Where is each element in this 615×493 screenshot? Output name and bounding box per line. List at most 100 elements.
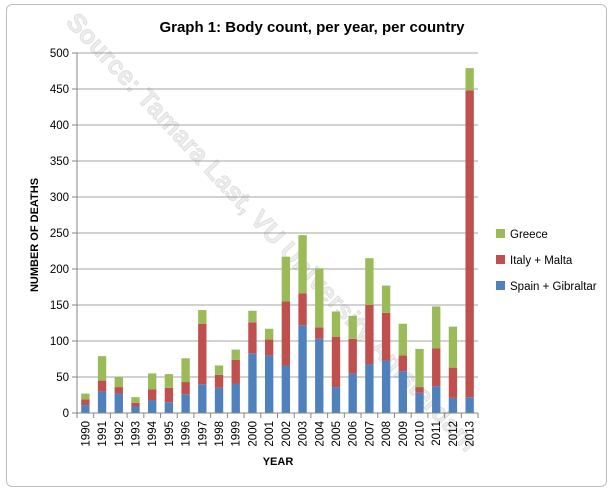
bar-spain-gibraltar-2002 [281, 365, 291, 413]
bar-spain-gibraltar-1998 [214, 387, 224, 413]
bar-greece-2009 [398, 323, 407, 356]
bar-greece-2001 [264, 328, 274, 340]
x-tick-label: 2010 [415, 421, 427, 447]
bar-spain-gibraltar-1995 [164, 402, 174, 413]
bar-greece-1996 [181, 358, 190, 383]
x-tick-label: 2002 [281, 421, 293, 447]
bar-greece-2006 [348, 315, 357, 339]
y-tick-label: 0 [63, 408, 69, 420]
bar-italy-malta-2006 [348, 338, 357, 374]
bar-spain-gibraltar-1993 [131, 406, 140, 413]
legend-swatch-italy-malta [496, 255, 505, 264]
bar-greece-1994 [148, 373, 157, 390]
x-tick-label: 2013 [465, 421, 477, 447]
bar-italy-malta-1990 [81, 399, 90, 406]
bar-spain-gibraltar-1990 [81, 405, 90, 413]
y-tick-label: 200 [50, 264, 69, 276]
bar-greece-2012 [448, 326, 458, 368]
x-tick-label: 1994 [147, 420, 159, 446]
bar-italy-malta-2010 [415, 387, 424, 393]
y-axis-label: NUMBER OF DEATHS [29, 178, 41, 292]
x-tick-label: 1999 [231, 421, 243, 447]
bar-italy-malta-2011 [432, 348, 441, 387]
bar-italy-malta-2009 [398, 355, 407, 372]
bar-spain-gibraltar-2007 [365, 364, 374, 413]
bar-italy-malta-2003 [298, 293, 307, 326]
x-tick-label: 2009 [398, 421, 410, 447]
x-tick-label: 1991 [97, 421, 109, 447]
y-tick-label: 100 [50, 336, 69, 348]
bar-greece-1998 [214, 365, 224, 375]
bar-italy-malta-1991 [97, 380, 107, 392]
x-tick-label: 1995 [164, 421, 176, 447]
legend-swatch-spain-gibraltar [496, 281, 505, 290]
y-tick-label: 450 [50, 84, 69, 96]
bar-italy-malta-2004 [315, 327, 324, 339]
bar-italy-malta-1994 [148, 389, 157, 401]
bar-italy-malta-1997 [198, 323, 207, 385]
bar-spain-gibraltar-2006 [348, 373, 357, 413]
y-tick-label: 50 [56, 372, 69, 384]
bar-spain-gibraltar-2003 [298, 325, 307, 413]
bar-italy-malta-2007 [365, 305, 374, 365]
bar-italy-malta-2005 [331, 336, 341, 388]
bar-greece-1997 [198, 310, 207, 324]
y-axis-ticks: 0 50 100 150 200 250 300 350 400 450 500 [50, 48, 77, 420]
bar-greece-1991 [97, 356, 107, 381]
y-tick-label: 400 [50, 120, 69, 132]
gridlines [77, 52, 478, 414]
x-tick-label: 1993 [130, 421, 142, 447]
bar-italy-malta-1996 [181, 382, 190, 395]
bar-greece-2013 [465, 68, 474, 91]
chart: Source: Tamara Last, VU University Amste… [29, 6, 597, 468]
x-tick-label: 1992 [114, 421, 126, 447]
y-tick-label: 150 [50, 300, 69, 312]
chart-title: Graph 1: Body count, per year, per count… [159, 19, 465, 36]
bar-italy-malta-2008 [381, 312, 391, 361]
bar-spain-gibraltar-1997 [198, 384, 207, 413]
bar-spain-gibraltar-2013 [465, 397, 474, 413]
bar-spain-gibraltar-2004 [315, 338, 324, 413]
bar-greece-2008 [381, 285, 391, 313]
bar-italy-malta-2002 [281, 301, 291, 366]
bar-spain-gibraltar-2011 [432, 386, 441, 413]
bar-greece-1992 [114, 377, 123, 388]
bar-spain-gibraltar-1991 [97, 391, 107, 413]
y-tick-label: 350 [50, 156, 69, 168]
bars [81, 68, 474, 413]
bar-spain-gibraltar-2001 [264, 355, 274, 413]
x-tick-label: 2006 [348, 421, 360, 447]
x-tick-label: 2005 [331, 421, 343, 447]
legend-label-spain-gibraltar: Spain + Gibraltar [510, 281, 597, 293]
x-tick-label: 1996 [181, 421, 193, 447]
bar-spain-gibraltar-2000 [248, 353, 257, 413]
bar-greece-1999 [231, 349, 240, 360]
bar-spain-gibraltar-2010 [415, 392, 424, 413]
bar-greece-2011 [432, 306, 441, 349]
bar-greece-1995 [164, 374, 174, 388]
bar-greece-2004 [315, 268, 324, 328]
legend-label-greece: Greece [510, 229, 548, 241]
bar-spain-gibraltar-2012 [448, 397, 458, 413]
x-axis-label: YEAR [263, 456, 294, 468]
legend-swatch-greece [496, 229, 505, 238]
bar-greece-2000 [248, 310, 257, 323]
bar-spain-gibraltar-1992 [114, 393, 123, 413]
bar-italy-malta-1998 [214, 374, 224, 388]
x-tick-label: 2000 [247, 421, 259, 447]
bar-italy-malta-1993 [131, 402, 140, 407]
y-tick-label: 300 [50, 192, 69, 204]
x-tick-label: 2008 [381, 421, 393, 447]
x-tick-label: 2011 [431, 421, 443, 446]
chart-frame: Source: Tamara Last, VU University Amste… [6, 4, 607, 487]
bar-italy-malta-2012 [448, 367, 458, 398]
bar-italy-malta-2001 [264, 339, 274, 356]
x-tick-label: 1990 [80, 421, 92, 447]
bar-greece-2002 [281, 256, 291, 302]
x-tick-label: 1997 [197, 421, 209, 447]
x-tick-label: 2007 [364, 421, 376, 447]
bar-greece-2010 [415, 348, 424, 388]
bar-greece-1993 [131, 397, 140, 403]
bar-spain-gibraltar-2008 [381, 360, 391, 413]
bar-greece-2003 [298, 235, 307, 294]
